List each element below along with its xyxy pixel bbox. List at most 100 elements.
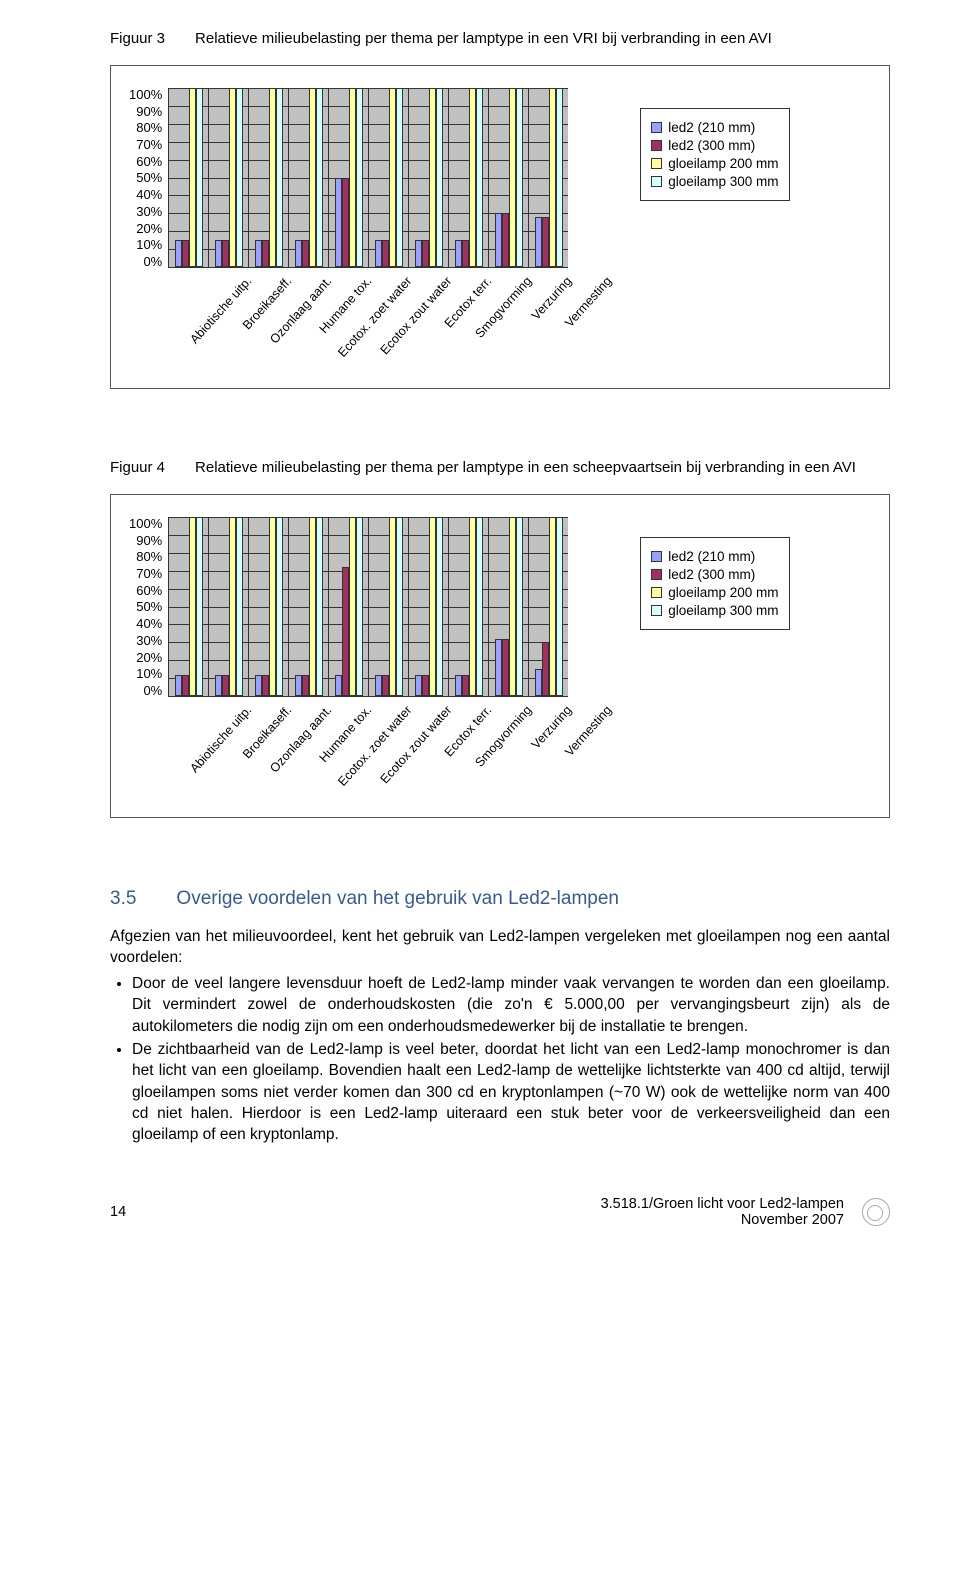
legend-swatch [651, 587, 662, 598]
x-label: Ecotox. zoet water [335, 703, 414, 789]
bar [196, 88, 203, 267]
legend: led2 (210 mm) led2 (300 mm) gloeilamp 200 … [640, 108, 789, 201]
legend-label: led2 (300 mm) [668, 567, 755, 582]
bar [422, 240, 429, 267]
bar [436, 88, 443, 267]
bar [502, 639, 509, 696]
bar [335, 178, 342, 268]
y-tick: 80% [129, 550, 162, 563]
y-axis: 100%90%80%70%60%50%40%30%20%10%0% [129, 88, 168, 268]
bar [535, 217, 542, 267]
figure-3-caption: Relatieve milieubelasting per thema per … [195, 30, 890, 47]
legend-swatch [651, 569, 662, 580]
bar [429, 88, 436, 267]
y-tick: 100% [129, 88, 162, 101]
x-label: Abiotische uitp. [188, 703, 255, 775]
figure-3-title: Figuur 3 Relatieve milieubelasting per t… [110, 30, 890, 47]
bar [342, 567, 349, 696]
x-label: Ecotox. zoet water [335, 274, 414, 360]
bar-group [329, 88, 369, 267]
bar [189, 88, 196, 267]
figure-4-caption: Relatieve milieubelasting per thema per … [195, 459, 890, 476]
bar-group [209, 88, 249, 267]
legend-label: gloeilamp 200 mm [668, 156, 778, 171]
bar [549, 88, 556, 267]
bar-group [529, 517, 568, 696]
bar [295, 675, 302, 696]
bar [229, 517, 236, 696]
bar [462, 675, 469, 696]
y-tick: 80% [129, 121, 162, 134]
bar [516, 517, 523, 696]
bar [422, 675, 429, 696]
bar [215, 240, 222, 267]
legend-label: gloeilamp 300 mm [668, 174, 778, 189]
bar [222, 240, 229, 267]
figure-3: Figuur 3 Relatieve milieubelasting per t… [110, 30, 890, 389]
bar [302, 240, 309, 267]
legend-item: gloeilamp 300 mm [651, 174, 778, 189]
bar-group [329, 517, 369, 696]
bar [415, 675, 422, 696]
bar-group [169, 88, 209, 267]
bar [276, 517, 283, 696]
legend-item: gloeilamp 200 mm [651, 585, 778, 600]
bar [476, 517, 483, 696]
bar-group [169, 517, 209, 696]
section-intro: Afgezien van het milieuvoordeel, kent he… [110, 926, 890, 969]
figure-3-chart: 100%90%80%70%60%50%40%30%20%10%0% Abioti… [110, 65, 890, 389]
legend-item: led2 (300 mm) [651, 567, 778, 582]
bar [182, 675, 189, 696]
legend-swatch [651, 551, 662, 562]
bar [316, 517, 323, 696]
bar [469, 88, 476, 267]
x-label: Ecotox zout water [378, 703, 455, 786]
bar [556, 517, 563, 696]
bar [455, 240, 462, 267]
bar [356, 88, 363, 267]
bar-group [449, 88, 489, 267]
bar [375, 240, 382, 267]
y-tick: 20% [129, 222, 162, 235]
legend-item: led2 (300 mm) [651, 138, 778, 153]
bar [189, 517, 196, 696]
bar-group [289, 88, 329, 267]
bar [269, 88, 276, 267]
y-tick: 0% [129, 255, 162, 268]
bar [255, 240, 262, 267]
bar [236, 517, 243, 696]
bar [382, 240, 389, 267]
legend-item: gloeilamp 300 mm [651, 603, 778, 618]
bar [295, 240, 302, 267]
section-number: 3.5 [110, 888, 136, 910]
bar-group [369, 88, 409, 267]
legend-label: gloeilamp 200 mm [668, 585, 778, 600]
bar [556, 88, 563, 267]
bar-group [409, 88, 449, 267]
page-number: 14 [110, 1204, 140, 1220]
bar [429, 517, 436, 696]
bar [316, 88, 323, 267]
plot-area [168, 88, 568, 268]
bar [495, 213, 502, 267]
bar [542, 642, 549, 696]
bar-group [369, 517, 409, 696]
y-tick: 0% [129, 684, 162, 697]
x-axis-labels: Abiotische uitp.Broeikaseff.Ozonlaag aan… [210, 697, 610, 807]
y-tick: 50% [129, 171, 162, 184]
bar [309, 88, 316, 267]
bar [455, 675, 462, 696]
x-label: Ecotox zout water [378, 274, 455, 357]
legend-label: led2 (210 mm) [668, 120, 755, 135]
bar [415, 240, 422, 267]
y-tick: 100% [129, 517, 162, 530]
bar [309, 517, 316, 696]
bar [462, 240, 469, 267]
y-tick: 10% [129, 238, 162, 251]
bar [262, 240, 269, 267]
bar [375, 675, 382, 696]
bar-group [449, 517, 489, 696]
y-tick: 90% [129, 105, 162, 118]
y-tick: 40% [129, 617, 162, 630]
figure-4-title: Figuur 4 Relatieve milieubelasting per t… [110, 459, 890, 476]
